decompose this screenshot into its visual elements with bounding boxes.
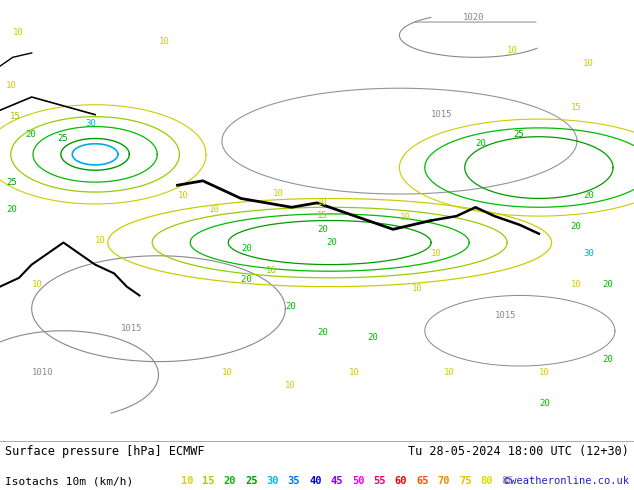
Text: Isotachs 10m (km/h): Isotachs 10m (km/h) — [5, 476, 133, 486]
Text: 75: 75 — [459, 476, 472, 486]
Text: 10: 10 — [6, 81, 17, 90]
Text: 20: 20 — [539, 399, 550, 408]
Text: 20: 20 — [317, 224, 328, 234]
Text: 20: 20 — [317, 328, 328, 337]
Text: 10: 10 — [412, 284, 423, 293]
Text: 30: 30 — [583, 249, 594, 258]
Text: 1015: 1015 — [120, 324, 142, 333]
Text: 10: 10 — [539, 368, 550, 377]
Text: 1015: 1015 — [495, 311, 516, 319]
Text: 20: 20 — [602, 280, 613, 289]
Text: 10: 10 — [317, 198, 328, 207]
Text: 20: 20 — [327, 238, 337, 247]
Text: 10: 10 — [273, 189, 283, 198]
Text: 10: 10 — [95, 236, 106, 245]
Text: 10: 10 — [209, 205, 220, 214]
Text: 20: 20 — [6, 205, 17, 214]
Text: 10: 10 — [222, 368, 233, 377]
Text: 25: 25 — [6, 178, 17, 187]
Text: 40: 40 — [309, 476, 321, 486]
Text: 30: 30 — [266, 476, 279, 486]
Text: 20: 20 — [224, 476, 236, 486]
Text: 10: 10 — [178, 192, 188, 200]
Text: 35: 35 — [288, 476, 301, 486]
Text: 10: 10 — [583, 59, 594, 68]
Text: 15: 15 — [202, 476, 215, 486]
Text: 85: 85 — [501, 476, 514, 486]
Text: 70: 70 — [437, 476, 450, 486]
Text: 30: 30 — [86, 119, 96, 128]
Text: 20: 20 — [571, 222, 581, 231]
Text: 10: 10 — [285, 381, 296, 390]
Text: 25: 25 — [57, 134, 68, 143]
Text: 1015: 1015 — [431, 110, 453, 119]
Text: 20: 20 — [25, 130, 36, 139]
Text: 60: 60 — [395, 476, 407, 486]
Text: 15: 15 — [10, 112, 20, 121]
Text: 10: 10 — [571, 280, 581, 289]
Text: 20: 20 — [241, 275, 257, 284]
Text: 25: 25 — [245, 476, 257, 486]
Text: Surface pressure [hPa] ECMWF: Surface pressure [hPa] ECMWF — [5, 445, 205, 458]
Text: 10: 10 — [349, 368, 359, 377]
Text: 90: 90 — [523, 476, 536, 486]
Text: 20: 20 — [602, 355, 613, 364]
Text: 10: 10 — [158, 37, 169, 46]
Text: 80: 80 — [481, 476, 493, 486]
Text: ©weatheronline.co.uk: ©weatheronline.co.uk — [504, 476, 629, 486]
Text: 15: 15 — [317, 211, 328, 220]
Text: 65: 65 — [416, 476, 429, 486]
Text: 20: 20 — [476, 139, 486, 147]
Text: 10: 10 — [444, 368, 455, 377]
Text: 10: 10 — [32, 280, 42, 289]
Text: 25: 25 — [514, 130, 524, 139]
Text: 50: 50 — [352, 476, 365, 486]
Text: 20: 20 — [583, 192, 594, 200]
Text: 10: 10 — [431, 249, 442, 258]
Text: 10: 10 — [13, 28, 23, 37]
Text: 15: 15 — [571, 103, 581, 112]
Text: 20: 20 — [285, 302, 296, 311]
Text: 10: 10 — [399, 214, 410, 222]
Text: 10: 10 — [181, 476, 193, 486]
Text: 16: 16 — [266, 267, 277, 275]
Text: 20: 20 — [241, 245, 252, 253]
Text: 20: 20 — [368, 333, 378, 342]
Text: 1010: 1010 — [32, 368, 53, 377]
Text: 45: 45 — [330, 476, 343, 486]
Text: 10: 10 — [507, 46, 518, 55]
Text: 1020: 1020 — [463, 13, 484, 22]
Text: Tu 28-05-2024 18:00 UTC (12+30): Tu 28-05-2024 18:00 UTC (12+30) — [408, 445, 629, 458]
Text: 55: 55 — [373, 476, 386, 486]
